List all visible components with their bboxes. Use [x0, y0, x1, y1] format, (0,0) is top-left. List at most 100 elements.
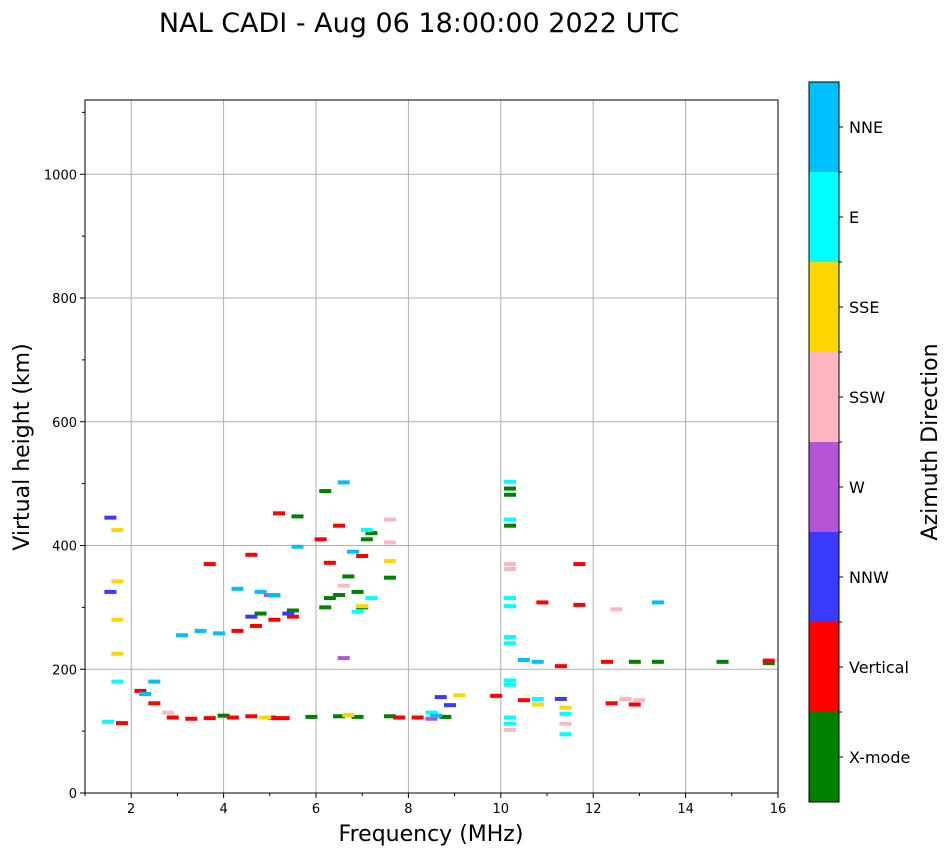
- echo-mark: [360, 528, 373, 533]
- echo-mark: [453, 693, 466, 698]
- echo-mark: [504, 715, 517, 720]
- echo-mark: [104, 515, 117, 520]
- colorbar-segment: [809, 532, 839, 622]
- echo-mark: [430, 713, 443, 718]
- colorbar-tick-label: SSE: [849, 298, 879, 317]
- echo-mark: [504, 479, 517, 484]
- echo-mark: [319, 605, 332, 610]
- echo-mark: [651, 600, 664, 605]
- echo-mark: [504, 641, 517, 646]
- echo-mark: [559, 721, 572, 726]
- colorbar-tick-label: X-mode: [849, 748, 910, 767]
- echo-mark: [319, 489, 332, 494]
- echo-mark: [102, 719, 115, 724]
- echo-mark: [531, 702, 544, 707]
- colorbar-segment: [809, 172, 839, 262]
- x-tick-label: 6: [312, 802, 320, 817]
- colorbar-segment: [809, 262, 839, 352]
- colorbar-tick-label: E: [849, 208, 859, 227]
- echo-mark: [411, 715, 424, 720]
- colorbar-segment: [809, 442, 839, 532]
- x-tick-label: 14: [677, 802, 694, 817]
- echo-mark: [536, 600, 549, 605]
- echo-mark: [393, 715, 406, 720]
- echo-mark: [337, 656, 350, 661]
- echo-mark: [176, 633, 189, 638]
- echo-mark: [434, 695, 447, 700]
- echo-mark: [194, 628, 207, 633]
- echo-mark: [323, 560, 336, 565]
- echo-mark: [231, 586, 244, 591]
- y-tick-label: 200: [52, 663, 77, 678]
- echo-mark: [605, 701, 618, 706]
- echo-mark: [365, 531, 378, 536]
- echo-mark: [291, 514, 304, 519]
- echo-mark: [111, 579, 124, 584]
- echo-mark: [111, 528, 124, 533]
- echo-mark: [245, 714, 258, 719]
- echo-mark: [203, 562, 216, 567]
- echo-mark: [554, 664, 567, 669]
- echo-mark: [365, 596, 378, 601]
- echo-mark: [504, 517, 517, 522]
- echo-mark: [226, 715, 239, 720]
- colorbar-tick-label: SSW: [849, 388, 885, 407]
- echo-mark: [268, 593, 281, 597]
- echo-mark: [286, 614, 299, 619]
- x-tick-label: 16: [770, 802, 787, 817]
- y-axis-label: Virtual height (km): [10, 343, 35, 550]
- echo-mark: [351, 714, 364, 719]
- echo-mark: [559, 732, 572, 737]
- echo-mark: [185, 716, 198, 721]
- echo-mark: [443, 703, 456, 708]
- echo-mark: [356, 554, 369, 559]
- x-tick-label: 10: [493, 802, 510, 817]
- echo-mark: [148, 701, 161, 706]
- echo-mark: [259, 715, 272, 720]
- colorbar: X-mode Vertical NNW W SSW SSE E NNE: [808, 81, 910, 803]
- echo-mark: [277, 716, 290, 721]
- echo-mark: [425, 710, 438, 715]
- x-axis-ticks: 2 4 6 8 10 12 14 16: [84, 793, 787, 817]
- echo-mark: [651, 659, 664, 664]
- echo-mark: [217, 713, 230, 718]
- plot-area: 2 4 6 8 10 12 14 16 0 200 400 600 800 1000: [44, 99, 787, 817]
- echo-mark: [439, 714, 452, 719]
- echo-mark: [633, 698, 646, 703]
- series-sse: [111, 528, 572, 720]
- data-marks: [102, 479, 775, 737]
- echo-mark: [291, 544, 304, 549]
- echo-mark: [504, 721, 517, 726]
- echo-mark: [504, 596, 517, 601]
- echo-mark: [628, 702, 641, 707]
- colorbar-frame: [808, 81, 840, 803]
- y-axis-ticks: 0 200 400 600 800 1000: [44, 111, 85, 802]
- colorbar-tick-label: NNW: [849, 568, 889, 587]
- colorbar-segment: [809, 352, 839, 442]
- echo-mark: [314, 537, 327, 542]
- echo-mark: [559, 705, 572, 710]
- grid-lines: [85, 100, 779, 794]
- echo-mark: [383, 517, 396, 522]
- echo-mark: [286, 608, 299, 613]
- echo-mark: [282, 611, 295, 616]
- colorbar-tick-label: Vertical: [849, 658, 909, 677]
- echo-mark: [383, 714, 396, 719]
- echo-mark: [148, 679, 161, 684]
- echo-mark: [268, 716, 281, 721]
- echo-mark: [504, 604, 517, 609]
- echo-mark: [323, 596, 336, 601]
- series-nnw: [104, 515, 567, 708]
- echo-mark: [245, 614, 258, 619]
- echo-mark: [610, 607, 623, 612]
- colorbar-label: Azimuth Direction: [918, 343, 943, 540]
- colorbar-segment: [809, 622, 839, 712]
- echo-mark: [333, 523, 346, 528]
- echo-mark: [111, 617, 124, 622]
- echo-mark: [111, 679, 124, 684]
- echo-mark: [383, 540, 396, 545]
- echo-mark: [115, 721, 128, 726]
- echo-mark: [504, 486, 517, 491]
- echo-mark: [333, 714, 346, 719]
